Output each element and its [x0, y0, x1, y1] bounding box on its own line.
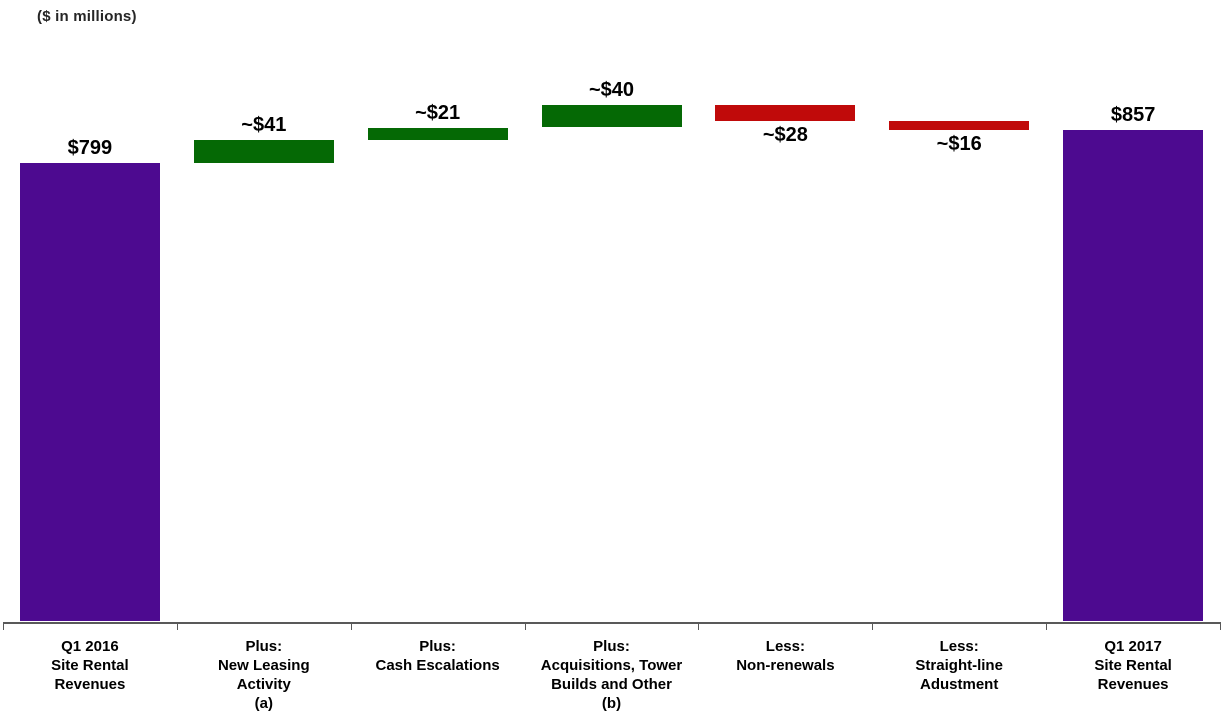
x-axis-tick [3, 622, 4, 630]
x-axis-tick [872, 622, 874, 630]
unit-note: ($ in millions) [37, 8, 137, 25]
category-label-line: Non-renewals [736, 657, 835, 674]
category-label-line: Plus: [593, 638, 630, 655]
category-label-line: Activity [236, 676, 291, 693]
bar-value-label-q1-2016-site-rental-revenues: $799 [67, 137, 113, 159]
category-label-new-leasing-activity: Plus: New Leasing Activity (a) [218, 637, 310, 713]
waterfall-bar-acquisitions-tower-builds [541, 104, 682, 128]
waterfall-bar-new-leasing-activity [193, 139, 334, 163]
category-label-straight-line-adjustment: Less: Straight-line Adustment [915, 637, 1003, 694]
category-label-cash-escalations: Plus: Cash Escalations [375, 637, 499, 675]
category-label-q1-2017-site-rental-revenues: Q1 2017 Site Rental Revenues [1094, 637, 1172, 694]
category-label-line: Plus: [419, 638, 456, 655]
bar-value-label-straight-line-adjustment: ~$16 [936, 132, 982, 155]
category-label-line: (b) [601, 695, 622, 712]
x-axis-tick [176, 622, 178, 630]
category-label-q1-2016-site-rental-revenues: Q1 2016 Site Rental Revenues [51, 637, 129, 694]
category-label-line: Less: [939, 638, 979, 655]
category-label-line: New Leasing [217, 657, 310, 674]
bar-value-label-non-renewals: ~$28 [762, 123, 808, 146]
x-axis-tick [1046, 622, 1048, 630]
category-label-line: Q1 2017 [1104, 638, 1162, 655]
category-label-acquisitions-tower-builds: Plus: Acquisitions, Tower Builds and Other… [541, 637, 682, 713]
bar-value-label-new-leasing-activity: ~$41 [241, 113, 287, 136]
waterfall-bar-cash-escalations [367, 127, 508, 140]
waterfall-bar-straight-line-adjustment [889, 120, 1030, 130]
waterfall-bar-non-renewals [715, 104, 856, 121]
x-axis-tick [350, 622, 352, 630]
category-label-line: Q1 2016 [61, 638, 119, 655]
x-axis-line [3, 622, 1220, 624]
x-axis-tick [524, 622, 526, 630]
waterfall-bar-q1-2016-site-rental-revenues [19, 163, 160, 621]
category-label-non-renewals: Less: Non-renewals [736, 637, 834, 675]
x-axis-tick [1220, 622, 1221, 630]
category-label-line: Straight-line [915, 657, 1003, 674]
category-label-line: Revenues [1097, 676, 1169, 693]
category-label-line: Site Rental [51, 657, 129, 674]
category-label-line: Builds and Other [551, 676, 672, 693]
category-label-line: Acquisitions, Tower [540, 657, 683, 674]
x-axis-tick [698, 622, 700, 630]
bar-value-label-cash-escalations: ~$21 [415, 101, 461, 124]
category-label-line: Cash Escalations [375, 657, 500, 674]
category-label-line: Plus: [245, 638, 283, 655]
category-label-line: Revenues [54, 676, 126, 693]
category-label-line: Less: [765, 638, 805, 655]
bar-value-label-q1-2017-site-rental-revenues: $857 [1110, 103, 1156, 126]
category-label-line: Adustment [920, 676, 999, 693]
waterfall-bar-q1-2017-site-rental-revenues [1063, 129, 1204, 621]
bar-value-label-acquisitions-tower-builds: ~$40 [588, 78, 635, 101]
category-label-line: (a) [254, 695, 273, 712]
category-label-line: Site Rental [1094, 657, 1172, 674]
